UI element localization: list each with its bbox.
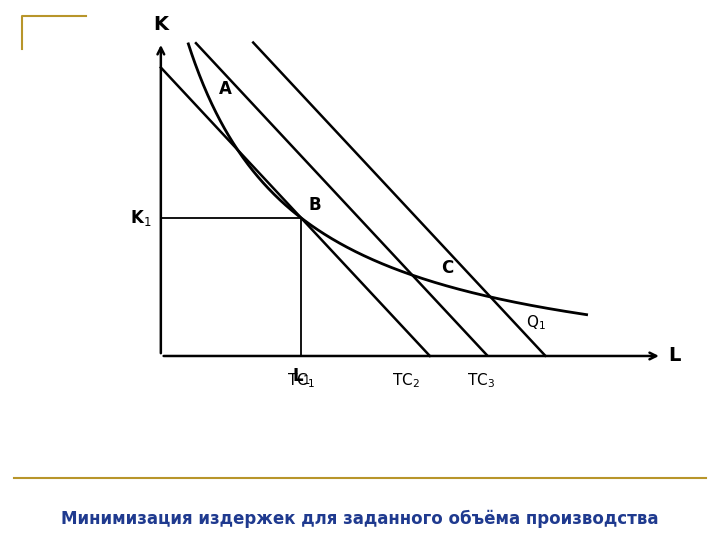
Text: K$_1$: K$_1$	[130, 208, 151, 228]
Text: TC$_3$: TC$_3$	[467, 372, 495, 390]
Text: Минимизация издержек для заданного объёма производства: Минимизация издержек для заданного объём…	[61, 509, 659, 528]
Text: K: K	[153, 15, 168, 35]
Text: C: C	[441, 259, 454, 278]
Text: TC$_2$: TC$_2$	[392, 372, 420, 390]
Text: L$_1$: L$_1$	[292, 366, 310, 386]
Text: TC$_1$: TC$_1$	[287, 372, 315, 390]
Text: A: A	[219, 80, 232, 98]
Text: Q$_1$: Q$_1$	[526, 313, 546, 332]
Text: L: L	[668, 347, 680, 366]
Text: B: B	[309, 196, 322, 214]
